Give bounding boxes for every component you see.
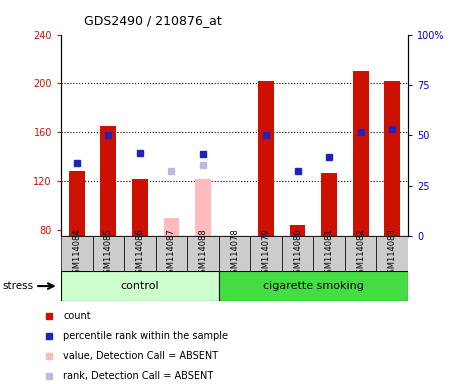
Text: GSM114084: GSM114084 <box>72 228 81 279</box>
Text: GSM114082: GSM114082 <box>356 228 365 279</box>
Bar <box>124 236 156 271</box>
Bar <box>69 171 84 236</box>
Text: GSM114088: GSM114088 <box>198 228 207 279</box>
Bar <box>282 236 313 271</box>
Bar <box>250 236 282 271</box>
Bar <box>61 236 92 271</box>
Bar <box>219 236 250 271</box>
Bar <box>258 81 274 236</box>
Bar <box>385 81 400 236</box>
Bar <box>195 186 211 236</box>
Bar <box>100 126 116 236</box>
Text: GSM114085: GSM114085 <box>104 228 113 279</box>
Bar <box>164 218 179 236</box>
Text: GSM114079: GSM114079 <box>262 228 271 279</box>
Text: GSM114078: GSM114078 <box>230 228 239 279</box>
Bar <box>290 225 305 236</box>
Text: count: count <box>63 311 91 321</box>
Bar <box>345 236 377 271</box>
Bar <box>219 271 408 301</box>
Text: GDS2490 / 210876_at: GDS2490 / 210876_at <box>84 14 222 27</box>
Bar <box>156 236 187 271</box>
Text: GSM114083: GSM114083 <box>388 228 397 279</box>
Bar <box>321 173 337 236</box>
Text: GSM114086: GSM114086 <box>136 228 144 279</box>
Text: GSM114087: GSM114087 <box>167 228 176 279</box>
Bar <box>195 179 211 236</box>
Text: control: control <box>121 281 159 291</box>
Bar <box>132 179 148 236</box>
Bar <box>92 236 124 271</box>
Text: value, Detection Call = ABSENT: value, Detection Call = ABSENT <box>63 351 219 361</box>
Bar <box>377 236 408 271</box>
Text: stress: stress <box>2 281 33 291</box>
Bar <box>313 236 345 271</box>
Text: cigarette smoking: cigarette smoking <box>263 281 364 291</box>
Text: GSM114081: GSM114081 <box>325 228 333 279</box>
Bar <box>187 236 219 271</box>
Bar <box>61 271 219 301</box>
Bar <box>353 71 369 236</box>
Text: percentile rank within the sample: percentile rank within the sample <box>63 331 228 341</box>
Text: GSM114080: GSM114080 <box>293 228 302 279</box>
Text: rank, Detection Call = ABSENT: rank, Detection Call = ABSENT <box>63 371 214 381</box>
